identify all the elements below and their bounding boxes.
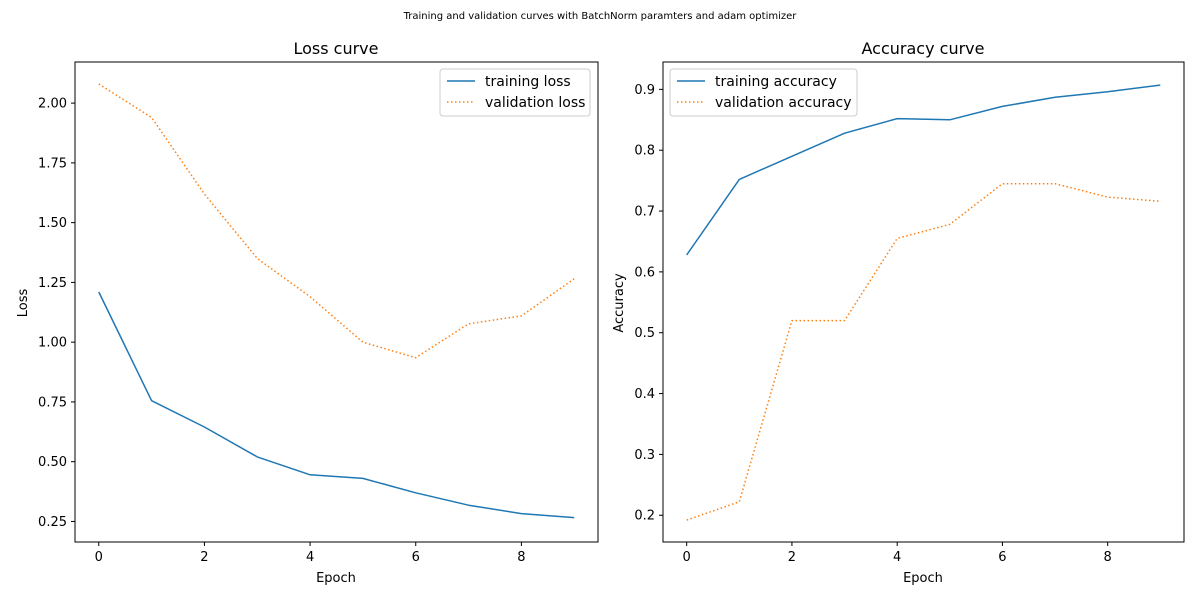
- loss-chart-ticks: 0 2 4 6 8 0.25 0.50 0.75 1.00 1.25 1.50 1.75 2.00: [38, 97, 525, 565]
- figure-suptitle: Training and validation curves with Batc…: [403, 11, 798, 22]
- legend-label-validation-accuracy: validation accuracy: [715, 95, 852, 111]
- accuracy-ytick-label: 0.7: [634, 205, 655, 220]
- accuracy-ytick-label: 0.3: [634, 448, 655, 463]
- accuracy-xtick-label: 6: [998, 550, 1006, 565]
- accuracy-ytick-label: 0.8: [634, 144, 655, 159]
- loss-xtick-label: 6: [412, 550, 420, 565]
- series-line-training-accuracy: [686, 84, 1161, 256]
- series-line-training-loss: [98, 291, 575, 519]
- loss-chart-legend-box: [439, 68, 591, 117]
- legend-label-training-loss: training loss: [485, 74, 571, 90]
- series-line-validation-loss: [98, 83, 575, 359]
- accuracy-chart-ylabel: Accuracy: [612, 273, 627, 333]
- accuracy-xtick-label: 8: [1104, 550, 1112, 565]
- loss-ytick-label: 0.25: [38, 515, 67, 530]
- accuracy-ytick-label: 0.9: [634, 83, 655, 98]
- loss-chart-legend: training loss validation loss: [439, 68, 591, 117]
- accuracy-chart-lines: [686, 84, 1161, 521]
- loss-ytick-label: 1.25: [38, 276, 67, 291]
- loss-chart-xlabel: Epoch: [316, 571, 356, 586]
- loss-ytick-label: 1.50: [38, 216, 67, 231]
- accuracy-xtick-label: 0: [683, 550, 691, 565]
- accuracy-chart-legend-box: [669, 68, 858, 117]
- loss-chart: Loss curve Epoch Loss 0 2 4 6 8 0.25 0.50 0.75 1…: [16, 39, 599, 586]
- accuracy-chart-title: Accuracy curve: [862, 39, 985, 58]
- loss-xtick-label: 0: [95, 550, 103, 565]
- loss-ytick-label: 1.00: [38, 336, 67, 351]
- accuracy-ytick-label: 0.5: [634, 326, 655, 341]
- loss-chart-lines: [98, 83, 575, 519]
- loss-chart-frame: [74, 61, 599, 543]
- loss-xtick-label: 8: [517, 550, 525, 565]
- accuracy-ytick-label: 0.6: [634, 265, 655, 280]
- legend-label-validation-loss: validation loss: [485, 95, 585, 111]
- accuracy-chart-legend: training accuracy validation accuracy: [669, 68, 858, 117]
- loss-chart-title: Loss curve: [293, 39, 378, 58]
- loss-xtick-label: 4: [306, 550, 314, 565]
- accuracy-chart-frame: [662, 61, 1185, 543]
- accuracy-xtick-label: 4: [893, 550, 901, 565]
- loss-ytick-label: 0.75: [38, 395, 67, 410]
- loss-ytick-label: 1.75: [38, 156, 67, 171]
- accuracy-xtick-label: 2: [788, 550, 796, 565]
- accuracy-chart: Accuracy curve Epoch Accuracy 0 2 4 6 8 0.2 0.…: [612, 39, 1185, 586]
- loss-ytick-label: 2.00: [38, 97, 67, 112]
- loss-chart-ylabel: Loss: [16, 289, 31, 318]
- loss-ytick-label: 0.50: [38, 455, 67, 470]
- accuracy-chart-ticks: 0 2 4 6 8 0.2 0.3 0.4 0.5 0.6 0.7 0.8 0.9: [634, 83, 1112, 565]
- accuracy-ytick-label: 0.2: [634, 509, 655, 524]
- accuracy-ytick-label: 0.4: [634, 387, 655, 402]
- loss-xtick-label: 2: [200, 550, 208, 565]
- accuracy-chart-xlabel: Epoch: [903, 571, 943, 586]
- legend-label-training-accuracy: training accuracy: [715, 74, 837, 90]
